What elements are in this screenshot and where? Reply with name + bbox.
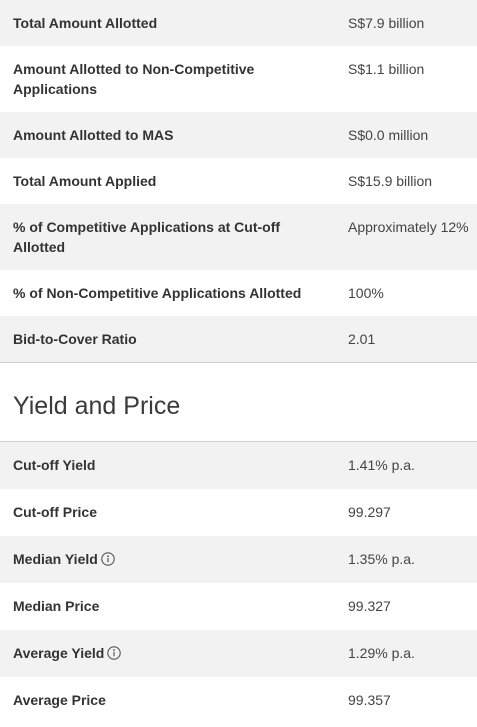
table-row: % of Competitive Applications at Cut-off…	[0, 204, 477, 270]
table-row: % of Non-Competitive Applications Allott…	[0, 270, 477, 316]
info-circle-icon[interactable]	[101, 552, 115, 566]
row-label: Average Price	[0, 677, 335, 724]
row-label-text: Median Price	[13, 598, 100, 614]
row-value: 99.297	[335, 489, 477, 536]
section-header: Yield and Price	[0, 362, 477, 442]
table-row: Total Amount Applied S$15.9 billion	[0, 158, 477, 204]
row-label-text: Average Price	[13, 692, 106, 708]
row-label: % of Non-Competitive Applications Allott…	[0, 270, 335, 316]
row-label: Total Amount Applied	[0, 158, 335, 204]
row-label: Median Yield	[0, 536, 335, 583]
auction-results-table: Total Amount Allotted S$7.9 billion Amou…	[0, 0, 477, 362]
row-label: Average Yield	[0, 630, 335, 677]
row-label-text: Cut-off Price	[13, 504, 97, 520]
row-value: 2.01	[335, 316, 477, 362]
row-value: S$15.9 billion	[335, 158, 477, 204]
row-label: Cut-off Yield	[0, 442, 335, 489]
table-row: Bid-to-Cover Ratio 2.01	[0, 316, 477, 362]
row-label-text: Median Yield	[13, 551, 98, 567]
table-row: Average Price 99.357	[0, 677, 477, 724]
row-value: Approximately 12%	[335, 204, 477, 270]
table-row: Amount Allotted to MAS S$0.0 million	[0, 112, 477, 158]
row-label: Bid-to-Cover Ratio	[0, 316, 335, 362]
row-label: Median Price	[0, 583, 335, 630]
row-value: 100%	[335, 270, 477, 316]
table-row: Cut-off Yield 1.41% p.a.	[0, 442, 477, 489]
table-row: Median Yield 1.35% p.a.	[0, 536, 477, 583]
yield-price-table: Cut-off Yield 1.41% p.a. Cut-off Price 9…	[0, 442, 477, 724]
row-value: 1.35% p.a.	[335, 536, 477, 583]
info-circle-icon[interactable]	[107, 646, 122, 660]
row-value: 99.357	[335, 677, 477, 724]
row-label: % of Competitive Applications at Cut-off…	[0, 204, 335, 270]
row-value: 1.29% p.a.	[335, 630, 477, 677]
table-row: Total Amount Allotted S$7.9 billion	[0, 0, 477, 46]
row-label: Total Amount Allotted	[0, 0, 335, 46]
table-row: Cut-off Price 99.297	[0, 489, 477, 536]
row-label-text: Average Yield	[13, 645, 105, 661]
row-label-text: Cut-off Yield	[13, 457, 96, 473]
row-value: 1.41% p.a.	[335, 442, 477, 489]
row-value: S$0.0 million	[335, 112, 477, 158]
section-title: Yield and Price	[13, 392, 181, 420]
row-value: S$7.9 billion	[335, 0, 477, 46]
row-value: S$1.1 billion	[335, 46, 477, 112]
row-label: Amount Allotted to MAS	[0, 112, 335, 158]
table-row: Median Price 99.327	[0, 583, 477, 630]
row-value: 99.327	[335, 583, 477, 630]
row-label: Cut-off Price	[0, 489, 335, 536]
table-row: Average Yield 1.29% p.a.	[0, 630, 477, 677]
row-label: Amount Allotted to Non-Competitive Appli…	[0, 46, 335, 112]
table-row: Amount Allotted to Non-Competitive Appli…	[0, 46, 477, 112]
